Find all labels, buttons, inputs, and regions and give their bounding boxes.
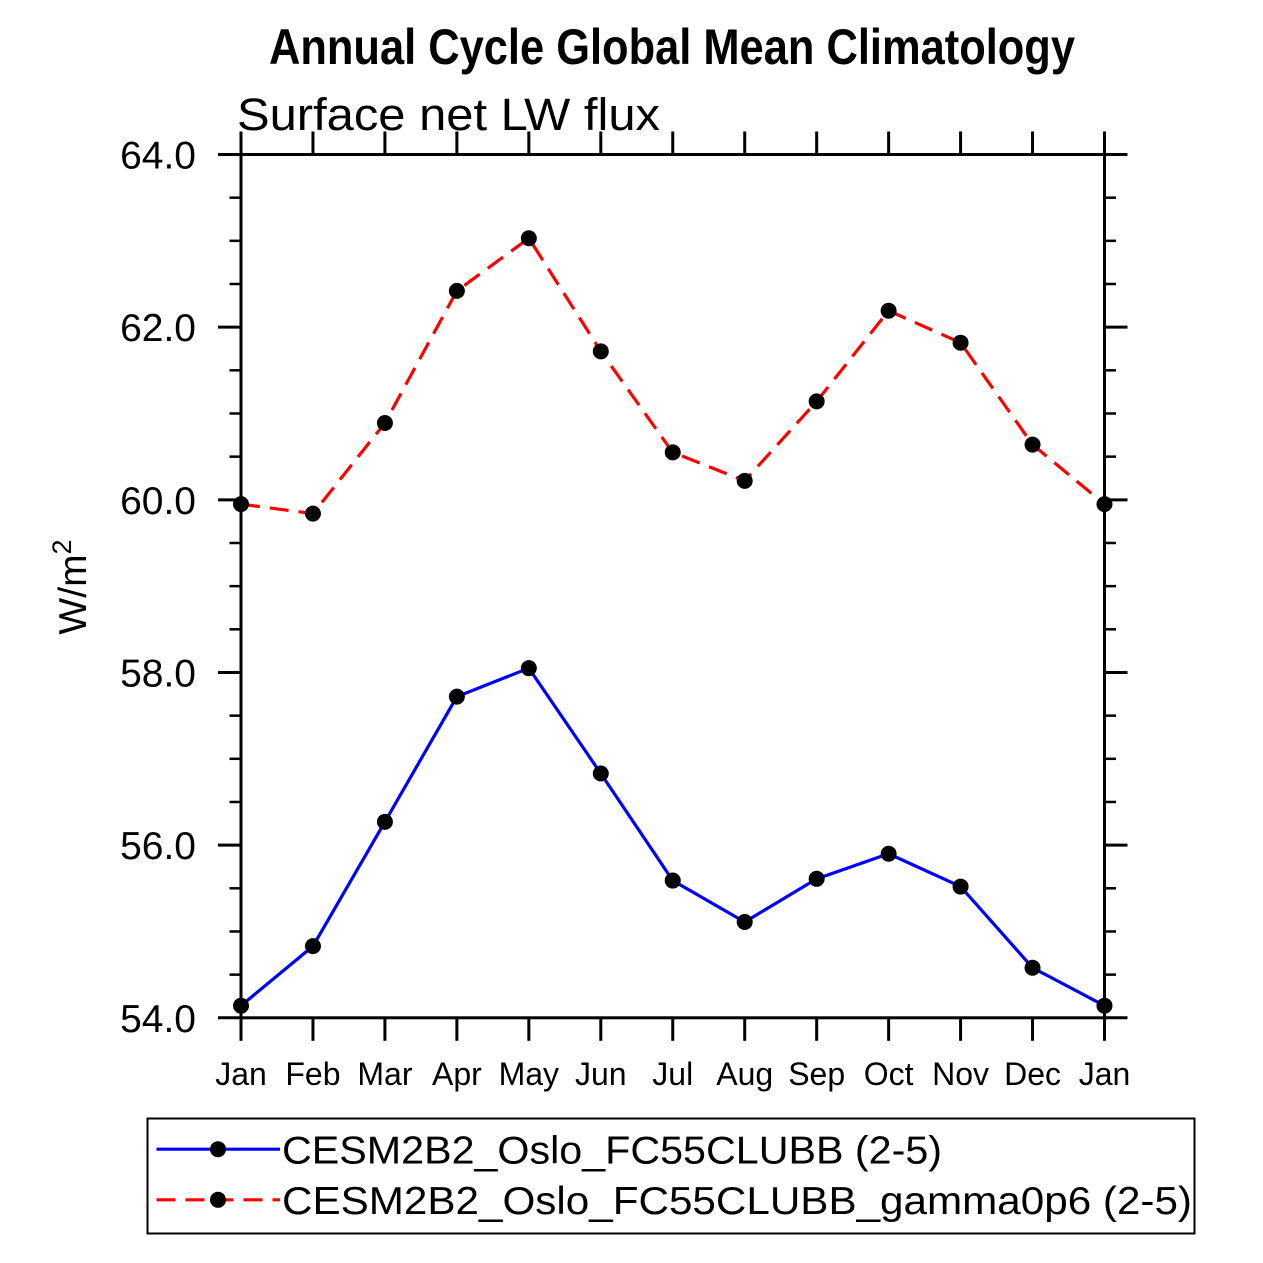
data-point-s2 bbox=[1024, 436, 1041, 453]
legend-label-2: CESM2B2_Oslo_FC55CLUBB_gamma0p6 (2-5) bbox=[282, 1180, 1192, 1223]
legend: CESM2B2_Oslo_FC55CLUBB (2-5) CESM2B2_Osl… bbox=[146, 1117, 1196, 1235]
y-tick-label: 64.0 bbox=[120, 135, 196, 178]
y-tick-label: 54.0 bbox=[120, 998, 196, 1041]
data-point-s1 bbox=[592, 765, 609, 782]
data-point-s2 bbox=[592, 343, 609, 360]
x-tick-labels: Jan Feb Mar Apr May Jun Jul Aug Sep Oct Nov Dec Jan bbox=[215, 1056, 1130, 1092]
y-tick-labels: 54.0 56.0 58.0 60.0 62.0 64.0 bbox=[120, 135, 196, 1041]
chart-title: Annual Cycle Global Mean Climatology bbox=[269, 19, 1075, 75]
x-tick-label: Apr bbox=[432, 1056, 482, 1092]
x-tick-label: Dec bbox=[1004, 1056, 1061, 1092]
data-point-s1 bbox=[1024, 959, 1041, 976]
x-tick-label: Jan bbox=[1079, 1056, 1131, 1092]
data-point-s1 bbox=[664, 872, 681, 889]
y-axis-label-superscript: 2 bbox=[47, 539, 77, 554]
chart-subtitle: Surface net LW flux bbox=[237, 89, 661, 140]
legend-label-1: CESM2B2_Oslo_FC55CLUBB (2-5) bbox=[282, 1129, 942, 1172]
plot-frame bbox=[218, 131, 1128, 1041]
data-point-s2 bbox=[304, 505, 321, 522]
data-point-s2 bbox=[664, 444, 681, 461]
y-axis-label: W/m2 bbox=[47, 539, 95, 634]
data-point-s1 bbox=[233, 997, 249, 1014]
data-point-s2 bbox=[1096, 496, 1113, 513]
x-tick-label: Aug bbox=[716, 1056, 773, 1092]
x-tick-label: Sep bbox=[788, 1056, 845, 1092]
series-line-2 bbox=[240, 235, 1106, 516]
x-tick-label: Nov bbox=[932, 1056, 989, 1092]
legend-marker-2 bbox=[210, 1191, 226, 1208]
x-tick-label: Feb bbox=[285, 1056, 340, 1092]
data-point-s2 bbox=[376, 414, 393, 431]
data-point-s2 bbox=[520, 230, 537, 247]
data-point-s1 bbox=[880, 845, 897, 862]
y-tick-label: 62.0 bbox=[120, 307, 196, 350]
x-tick-label: Jan bbox=[215, 1056, 267, 1092]
data-point-s1 bbox=[376, 813, 393, 830]
data-point-s2 bbox=[880, 302, 897, 319]
data-point-s1 bbox=[448, 688, 465, 705]
data-point-s2 bbox=[952, 334, 969, 351]
x-tick-label: Jul bbox=[652, 1056, 693, 1092]
y-tick-label: 60.0 bbox=[120, 480, 196, 523]
data-point-s2 bbox=[736, 472, 753, 489]
series bbox=[233, 230, 1113, 1014]
data-point-s2 bbox=[233, 496, 249, 513]
data-point-s2 bbox=[448, 282, 465, 299]
y-tick-label: 56.0 bbox=[120, 825, 196, 868]
x-tick-label: May bbox=[499, 1056, 559, 1092]
x-tick-label: Oct bbox=[864, 1056, 914, 1092]
data-point-s1 bbox=[1096, 997, 1113, 1014]
legend-box bbox=[146, 1117, 1196, 1235]
series-line-1 bbox=[239, 666, 1106, 1008]
data-point-s1 bbox=[808, 870, 825, 887]
data-point-s1 bbox=[520, 660, 537, 677]
x-tick-label: Jun bbox=[575, 1056, 627, 1092]
data-point-s1 bbox=[952, 878, 969, 895]
legend-marker-1 bbox=[210, 1141, 226, 1158]
data-point-s1 bbox=[304, 938, 321, 955]
y-tick-label: 58.0 bbox=[120, 652, 196, 695]
data-point-s2 bbox=[808, 393, 825, 410]
x-tick-label: Mar bbox=[357, 1056, 412, 1092]
data-point-s1 bbox=[736, 913, 753, 930]
